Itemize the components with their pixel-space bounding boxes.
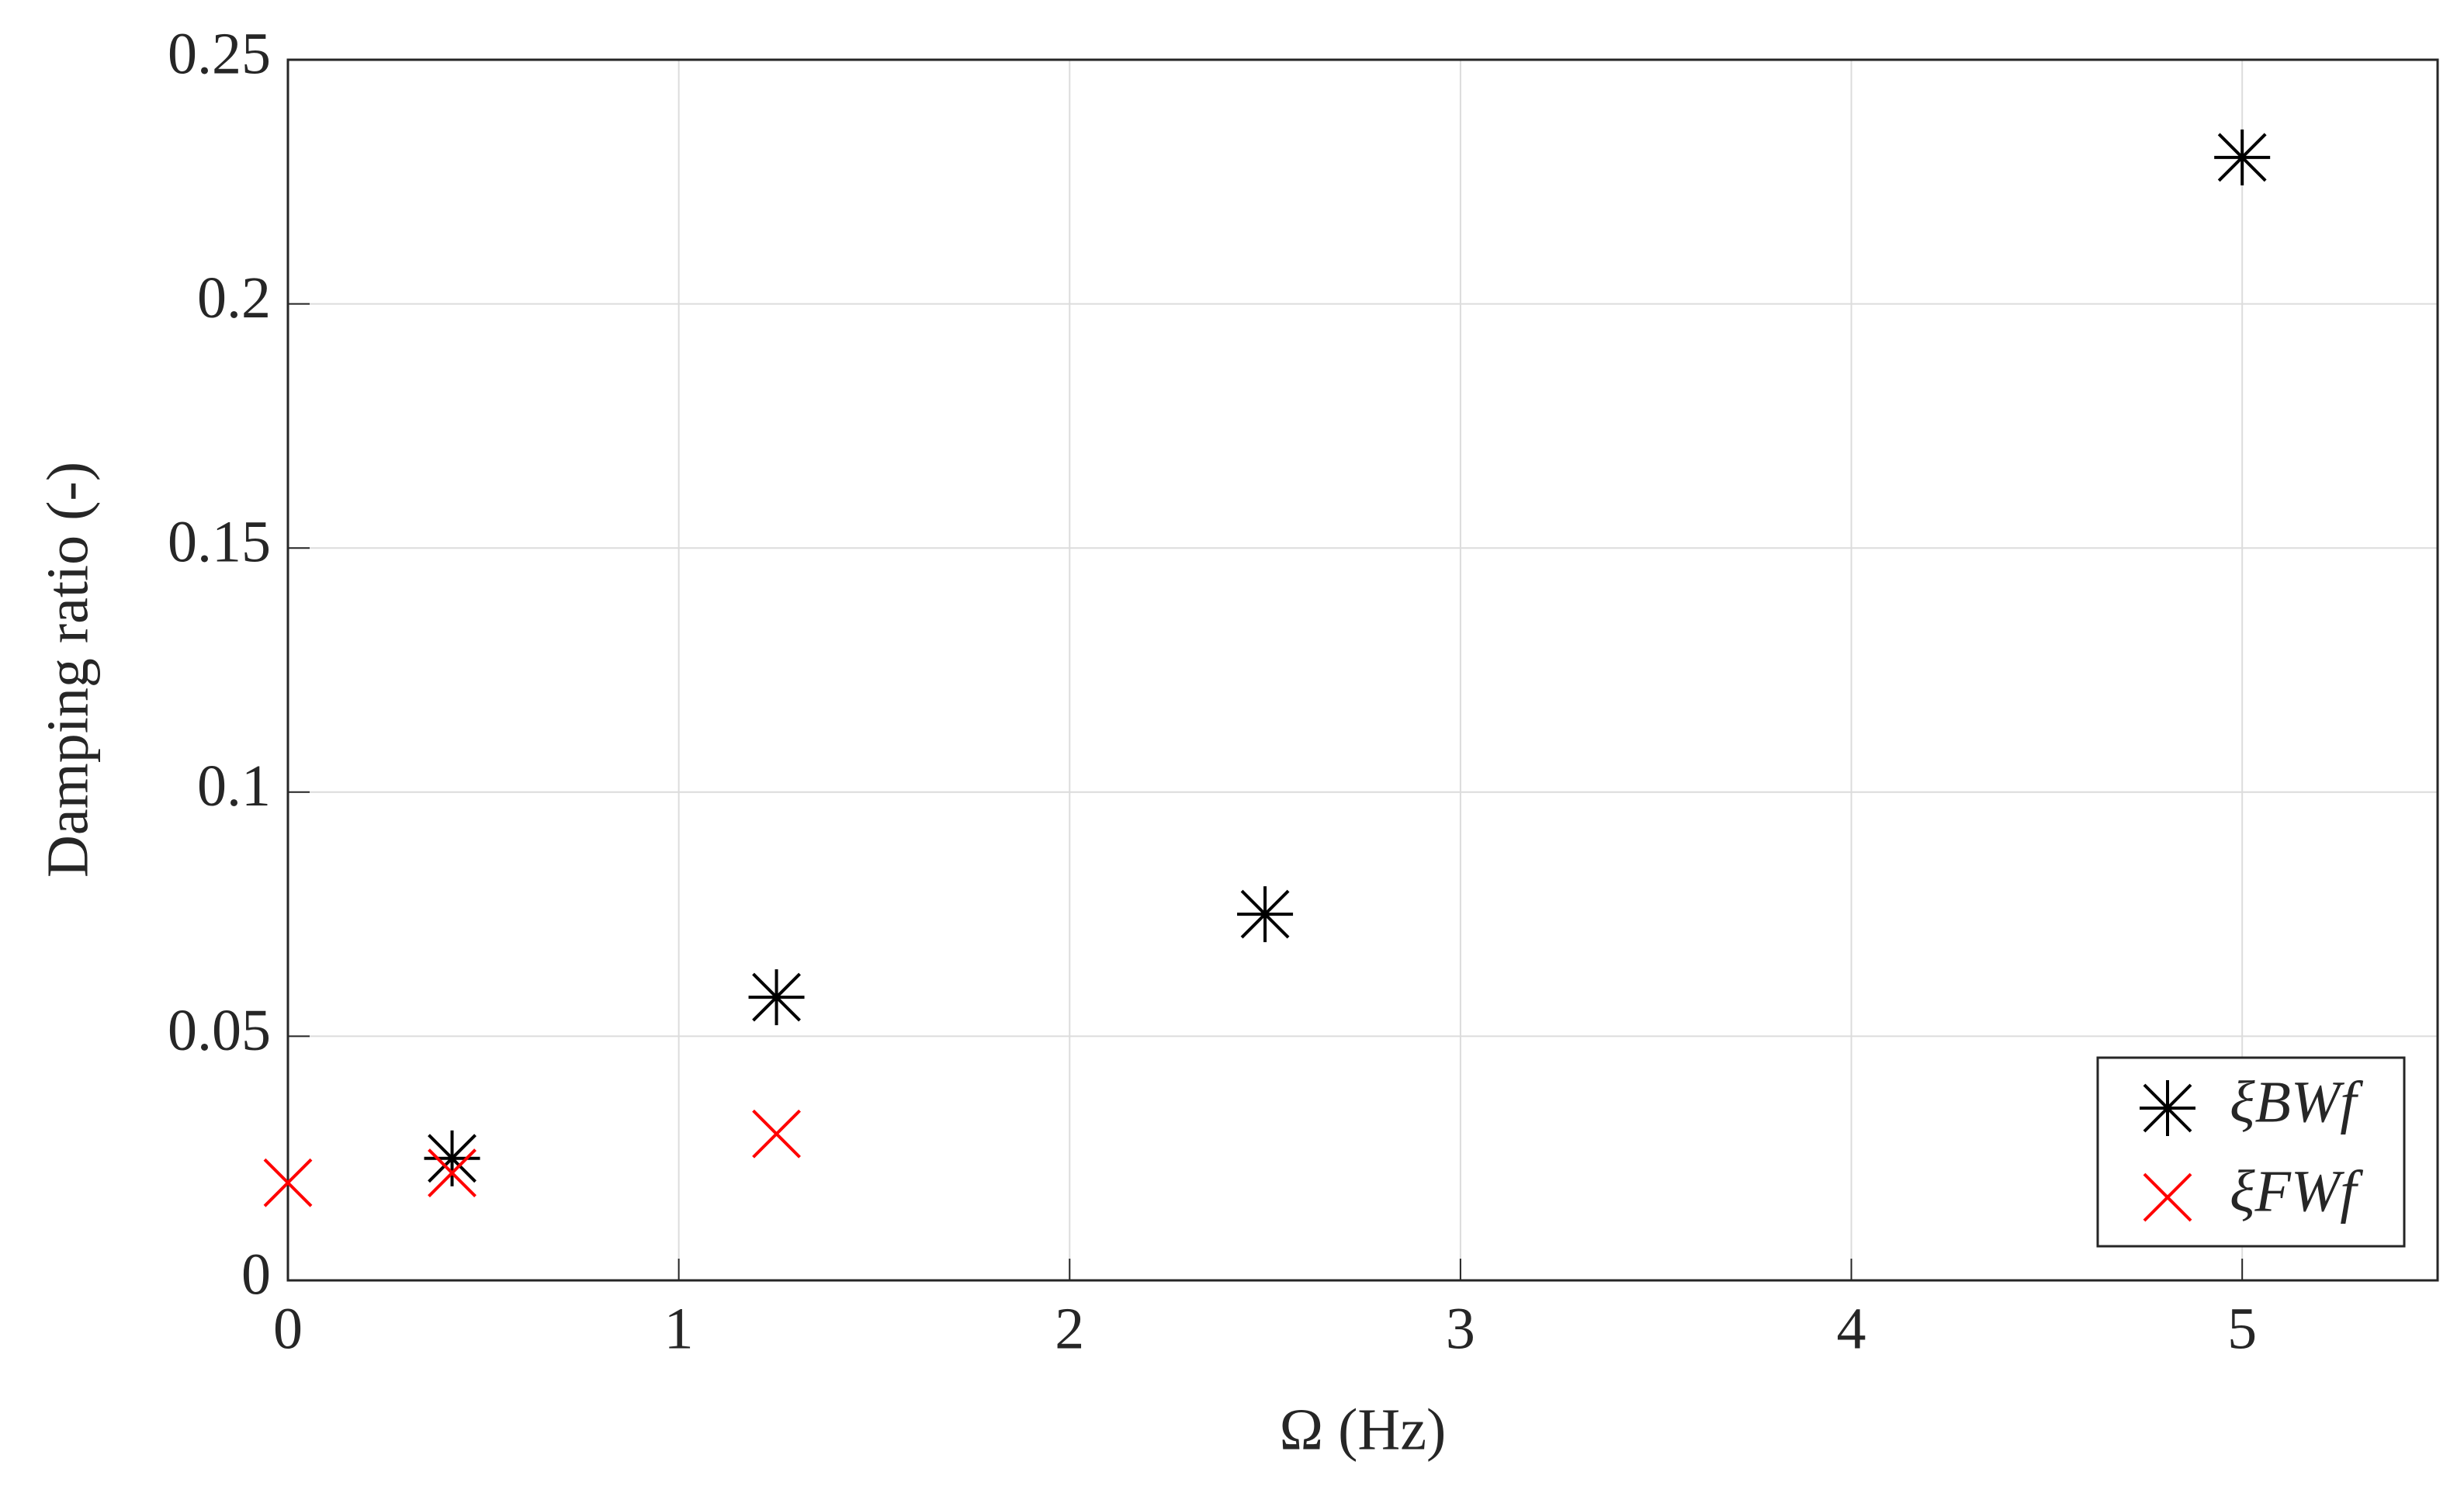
x-tick-label: 2 [1055, 1296, 1084, 1361]
legend-label: ξBWf [2230, 1069, 2363, 1134]
y-tick-label: 0 [241, 1242, 271, 1307]
y-tick-label: 0.2 [197, 265, 271, 331]
marker [424, 1130, 480, 1186]
x-tick-label: 5 [2227, 1296, 2257, 1361]
x-tick-label: 4 [1837, 1296, 1866, 1361]
x-tick-label: 1 [664, 1296, 694, 1361]
x-tick-label: 3 [1446, 1296, 1475, 1361]
legend: ξBWf ξFWf [2096, 1056, 2406, 1248]
y-tick-label: 0.25 [168, 21, 271, 86]
legend-label: ξFWf [2230, 1159, 2363, 1224]
marker [748, 969, 805, 1026]
x-tick-label: 0 [273, 1296, 303, 1361]
y-tick-label: 0.05 [168, 998, 271, 1063]
plot-frame [286, 58, 2439, 1282]
marker [2214, 129, 2271, 185]
legend-marker [2140, 1080, 2195, 1136]
legend-marker [2143, 1173, 2192, 1222]
y-axis-label: Damping ratio (-) [35, 462, 100, 878]
marker [1237, 886, 1294, 943]
marker [428, 1148, 477, 1197]
x-axis-label: Ω (Hz) [1280, 1397, 1447, 1462]
marker [263, 1158, 313, 1207]
y-tick-label: 0.15 [168, 510, 271, 575]
marker [752, 1109, 801, 1159]
y-tick-label: 0.1 [197, 753, 271, 819]
